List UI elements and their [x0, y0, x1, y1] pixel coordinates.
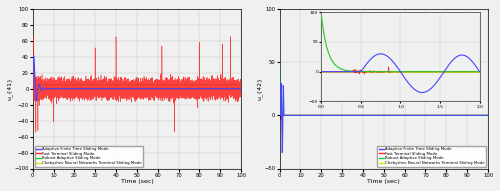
Legend: Adaptive Finite Time Sliding Mode, Fast Terminal Sliding Mode, Robust Adaptive S: Adaptive Finite Time Sliding Mode, Fast …	[34, 146, 143, 167]
Legend: Adaptive Finite Time Sliding Mode, Fast Terminal Sliding Mode, Robust Adaptive S: Adaptive Finite Time Sliding Mode, Fast …	[378, 146, 486, 167]
X-axis label: Time (sec): Time (sec)	[120, 179, 154, 184]
Y-axis label: u_{42}: u_{42}	[257, 77, 263, 100]
X-axis label: Time (sec): Time (sec)	[368, 179, 400, 184]
Y-axis label: u_{41}: u_{41}	[7, 77, 12, 100]
